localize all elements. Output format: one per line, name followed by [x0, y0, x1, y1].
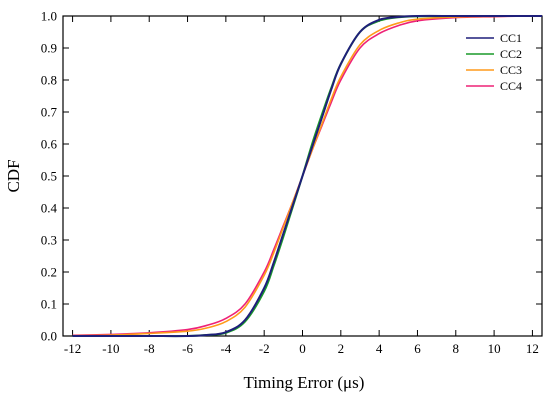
- y-tick-label: 0.9: [41, 41, 57, 56]
- series-line-cc2: [72, 14, 542, 338]
- legend-label-cc2: CC2: [500, 47, 522, 61]
- y-tick-label: 0.8: [41, 73, 57, 88]
- x-tick-label: 6: [414, 341, 421, 356]
- x-tick-label: 0: [299, 341, 306, 356]
- plot-area: -12 -10 -8 -6 -4 -2 0 2 4 6 8 10 12 0.0 0.1 0.2 0.3 0.4 0.…: [41, 9, 543, 356]
- series-line-cc1: [72, 14, 542, 338]
- legend-label-cc3: CC3: [500, 63, 522, 77]
- x-tick-label: -2: [259, 341, 270, 356]
- x-tick-label: -10: [102, 341, 119, 356]
- legend-label-cc1: CC1: [500, 31, 522, 45]
- y-tick-label: 1.0: [41, 9, 57, 24]
- y-tick-label: 0.6: [41, 137, 58, 152]
- x-tick-label: -8: [144, 341, 155, 356]
- y-axis-label: CDF: [4, 159, 23, 192]
- x-tick-label: 2: [338, 341, 345, 356]
- x-axis-label: Timing Error (μs): [244, 373, 365, 392]
- y-tick-label: 0.5: [41, 169, 57, 184]
- x-tick-label: 12: [526, 341, 539, 356]
- y-tick-label: 0.4: [41, 201, 58, 216]
- y-tick-label: 0.0: [41, 329, 57, 344]
- y-tick-label: 0.1: [41, 297, 57, 312]
- x-tick-label: 10: [488, 341, 501, 356]
- x-tick-label: 8: [453, 341, 460, 356]
- x-tick-label: -12: [64, 341, 81, 356]
- y-tick-label: 0.2: [41, 265, 57, 280]
- y-tick-label: 0.7: [41, 105, 58, 120]
- y-tick-label: 0.3: [41, 233, 57, 248]
- series-line-cc3: [72, 15, 543, 337]
- x-tick-label: -6: [182, 341, 193, 356]
- x-tick-label: 4: [376, 341, 383, 356]
- x-tick-label: -4: [220, 341, 231, 356]
- legend-label-cc4: CC4: [500, 79, 522, 93]
- series-line-cc4: [72, 15, 543, 337]
